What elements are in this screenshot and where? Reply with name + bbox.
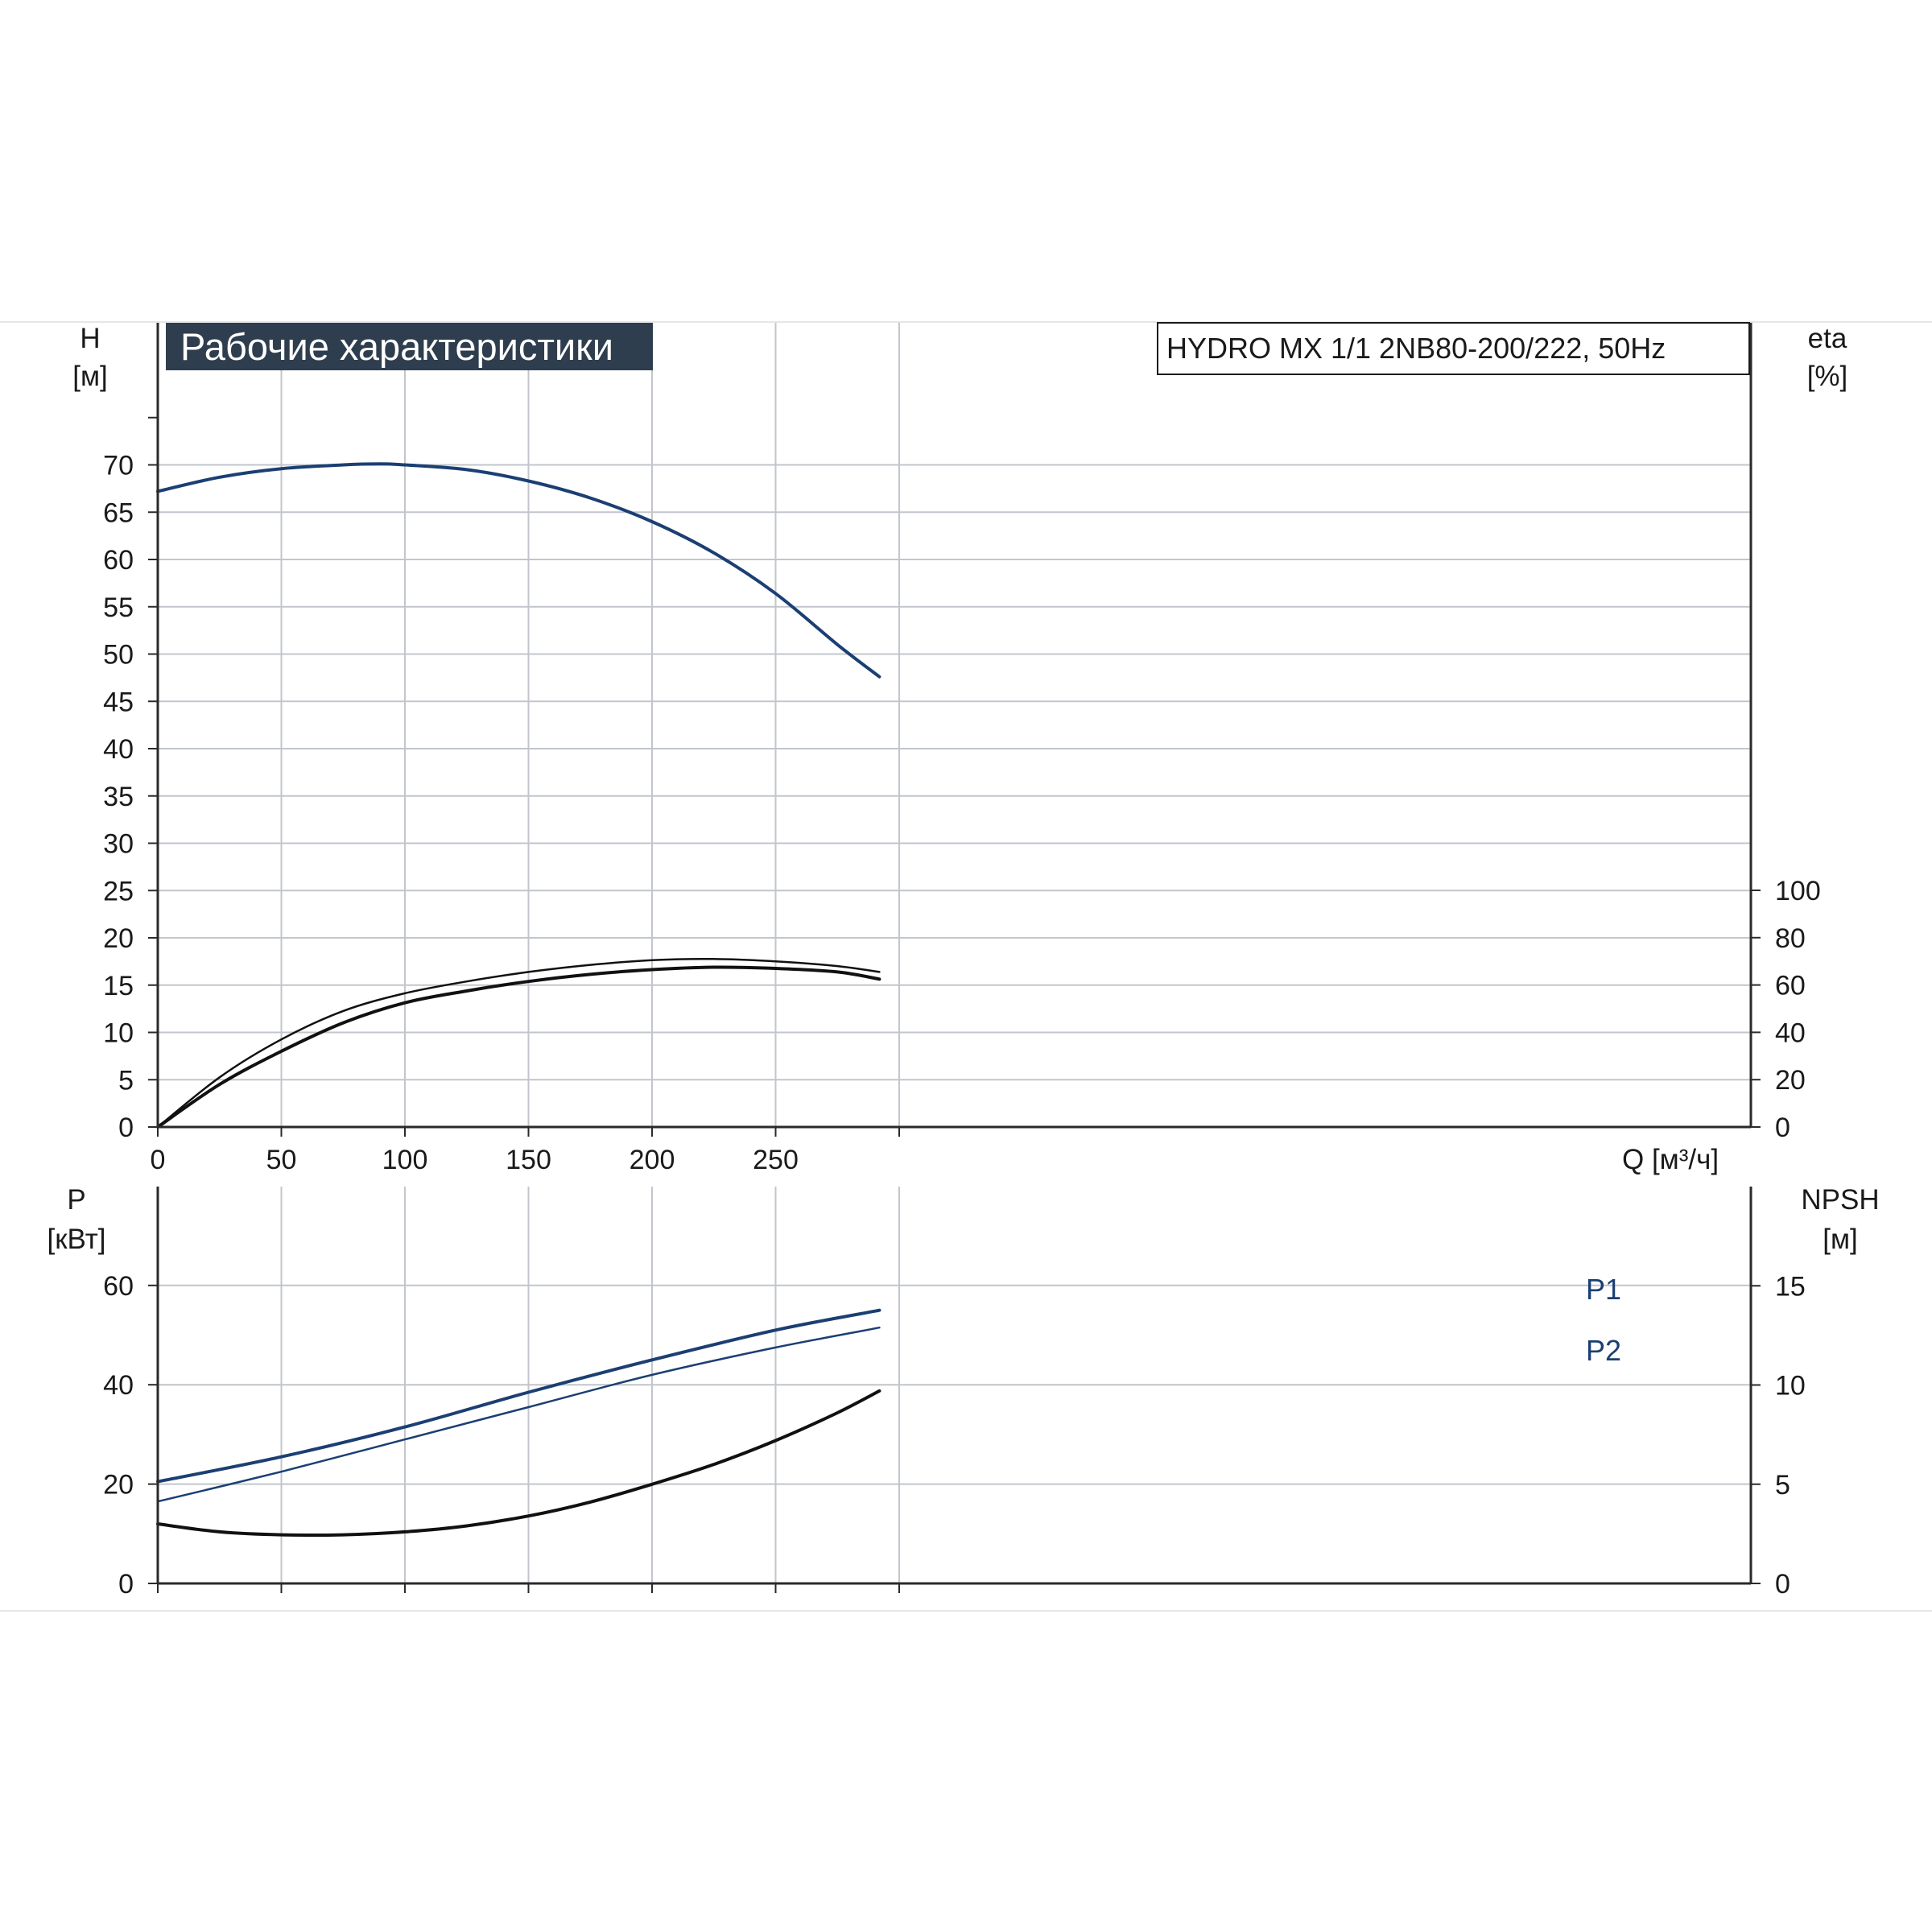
x-tick-label: 50 — [266, 1145, 297, 1175]
p2-curve — [156, 1326, 881, 1503]
y-tick-label-right: 80 — [1775, 923, 1806, 954]
y-tick-label-right: 10 — [1775, 1371, 1806, 1402]
y-tick-label-left: 25 — [103, 876, 134, 906]
model-label-box — [1157, 322, 1750, 375]
lower-curves — [156, 1308, 881, 1538]
efficiency-curve-1 — [156, 965, 881, 1129]
y-tick-label-left: 20 — [103, 1470, 134, 1501]
x-tick-label: 100 — [382, 1145, 428, 1175]
y-tick-label-left: 70 — [103, 451, 134, 481]
y-tick-label-left: 60 — [103, 1271, 134, 1302]
lower-grid — [158, 1187, 1751, 1583]
p2-curve-label: P2 — [1586, 1334, 1621, 1367]
y-tick-label-left: 20 — [103, 923, 134, 954]
y-tick-label-right: 20 — [1775, 1065, 1806, 1096]
y-tick-label-left: 60 — [103, 545, 134, 576]
y-tick-label-left: 45 — [103, 687, 134, 717]
head-curve — [156, 462, 881, 679]
x-axis-label: Q [м³/ч] — [1622, 1144, 1719, 1175]
p-axis-label-symbol: P — [67, 1184, 85, 1216]
y-tick-label-left: 50 — [103, 640, 134, 671]
y-tick-label-left: 55 — [103, 592, 134, 623]
p1-curve — [156, 1308, 881, 1484]
lower-axes: 0 20 40 60 0 5 10 15 — [103, 1187, 1806, 1600]
y-tick-label-left: 40 — [103, 1370, 134, 1401]
y-axis-left-label-symbol: H — [80, 323, 100, 354]
efficiency-curve-2 — [156, 957, 881, 1129]
chart-title: Рабочие характеристики — [180, 325, 613, 368]
y-tick-label-right: 15 — [1775, 1271, 1806, 1302]
y-tick-label-left: 10 — [103, 1018, 134, 1049]
y-tick-label-right: 100 — [1775, 876, 1821, 906]
x-tick-label: 0 — [151, 1145, 166, 1175]
y-tick-label-right: 40 — [1775, 1018, 1806, 1048]
upper-curves — [156, 462, 881, 1129]
y-tick-label-left: 30 — [103, 829, 134, 860]
y-tick-label-left: 0 — [118, 1113, 134, 1143]
npsh-axis-label-unit: [м] — [1823, 1224, 1858, 1255]
npsh-curve — [156, 1389, 881, 1538]
y-tick-label-left: 15 — [103, 971, 134, 1001]
y-tick-label-left: 65 — [103, 497, 134, 528]
y-axis-right-label-unit: [%] — [1807, 361, 1848, 392]
y-tick-label-right: 5 — [1775, 1470, 1790, 1501]
upper-axes: 0 5 10 15 20 25 30 35 40 45 50 55 60 65 70 0 20 40 60 80 100… — [103, 323, 1821, 1175]
p1-curve-label: P1 — [1586, 1273, 1621, 1306]
y-tick-label-right: 0 — [1775, 1569, 1790, 1600]
y-tick-label-left: 35 — [103, 782, 134, 812]
y-tick-label-right: 60 — [1775, 971, 1806, 1001]
x-tick-label: 250 — [753, 1145, 799, 1175]
model-label: HYDRO MX 1/1 2NB80-200/222, 50Hz — [1166, 332, 1666, 365]
npsh-axis-label-symbol: NPSH — [1801, 1184, 1879, 1216]
p-axis-label-unit: [кВт] — [47, 1224, 106, 1255]
y-axis-right-label-symbol: eta — [1808, 323, 1847, 354]
y-tick-label-left: 40 — [103, 734, 134, 765]
chart-title-banner — [166, 323, 653, 370]
y-tick-label-left: 5 — [118, 1065, 134, 1096]
y-axis-left-label-unit: [м] — [72, 361, 108, 392]
upper-grid — [158, 323, 1751, 1127]
y-tick-label-right: 0 — [1775, 1113, 1790, 1143]
x-tick-label: 150 — [506, 1145, 551, 1175]
x-tick-label: 200 — [630, 1145, 675, 1175]
y-tick-label-left: 0 — [118, 1569, 134, 1600]
